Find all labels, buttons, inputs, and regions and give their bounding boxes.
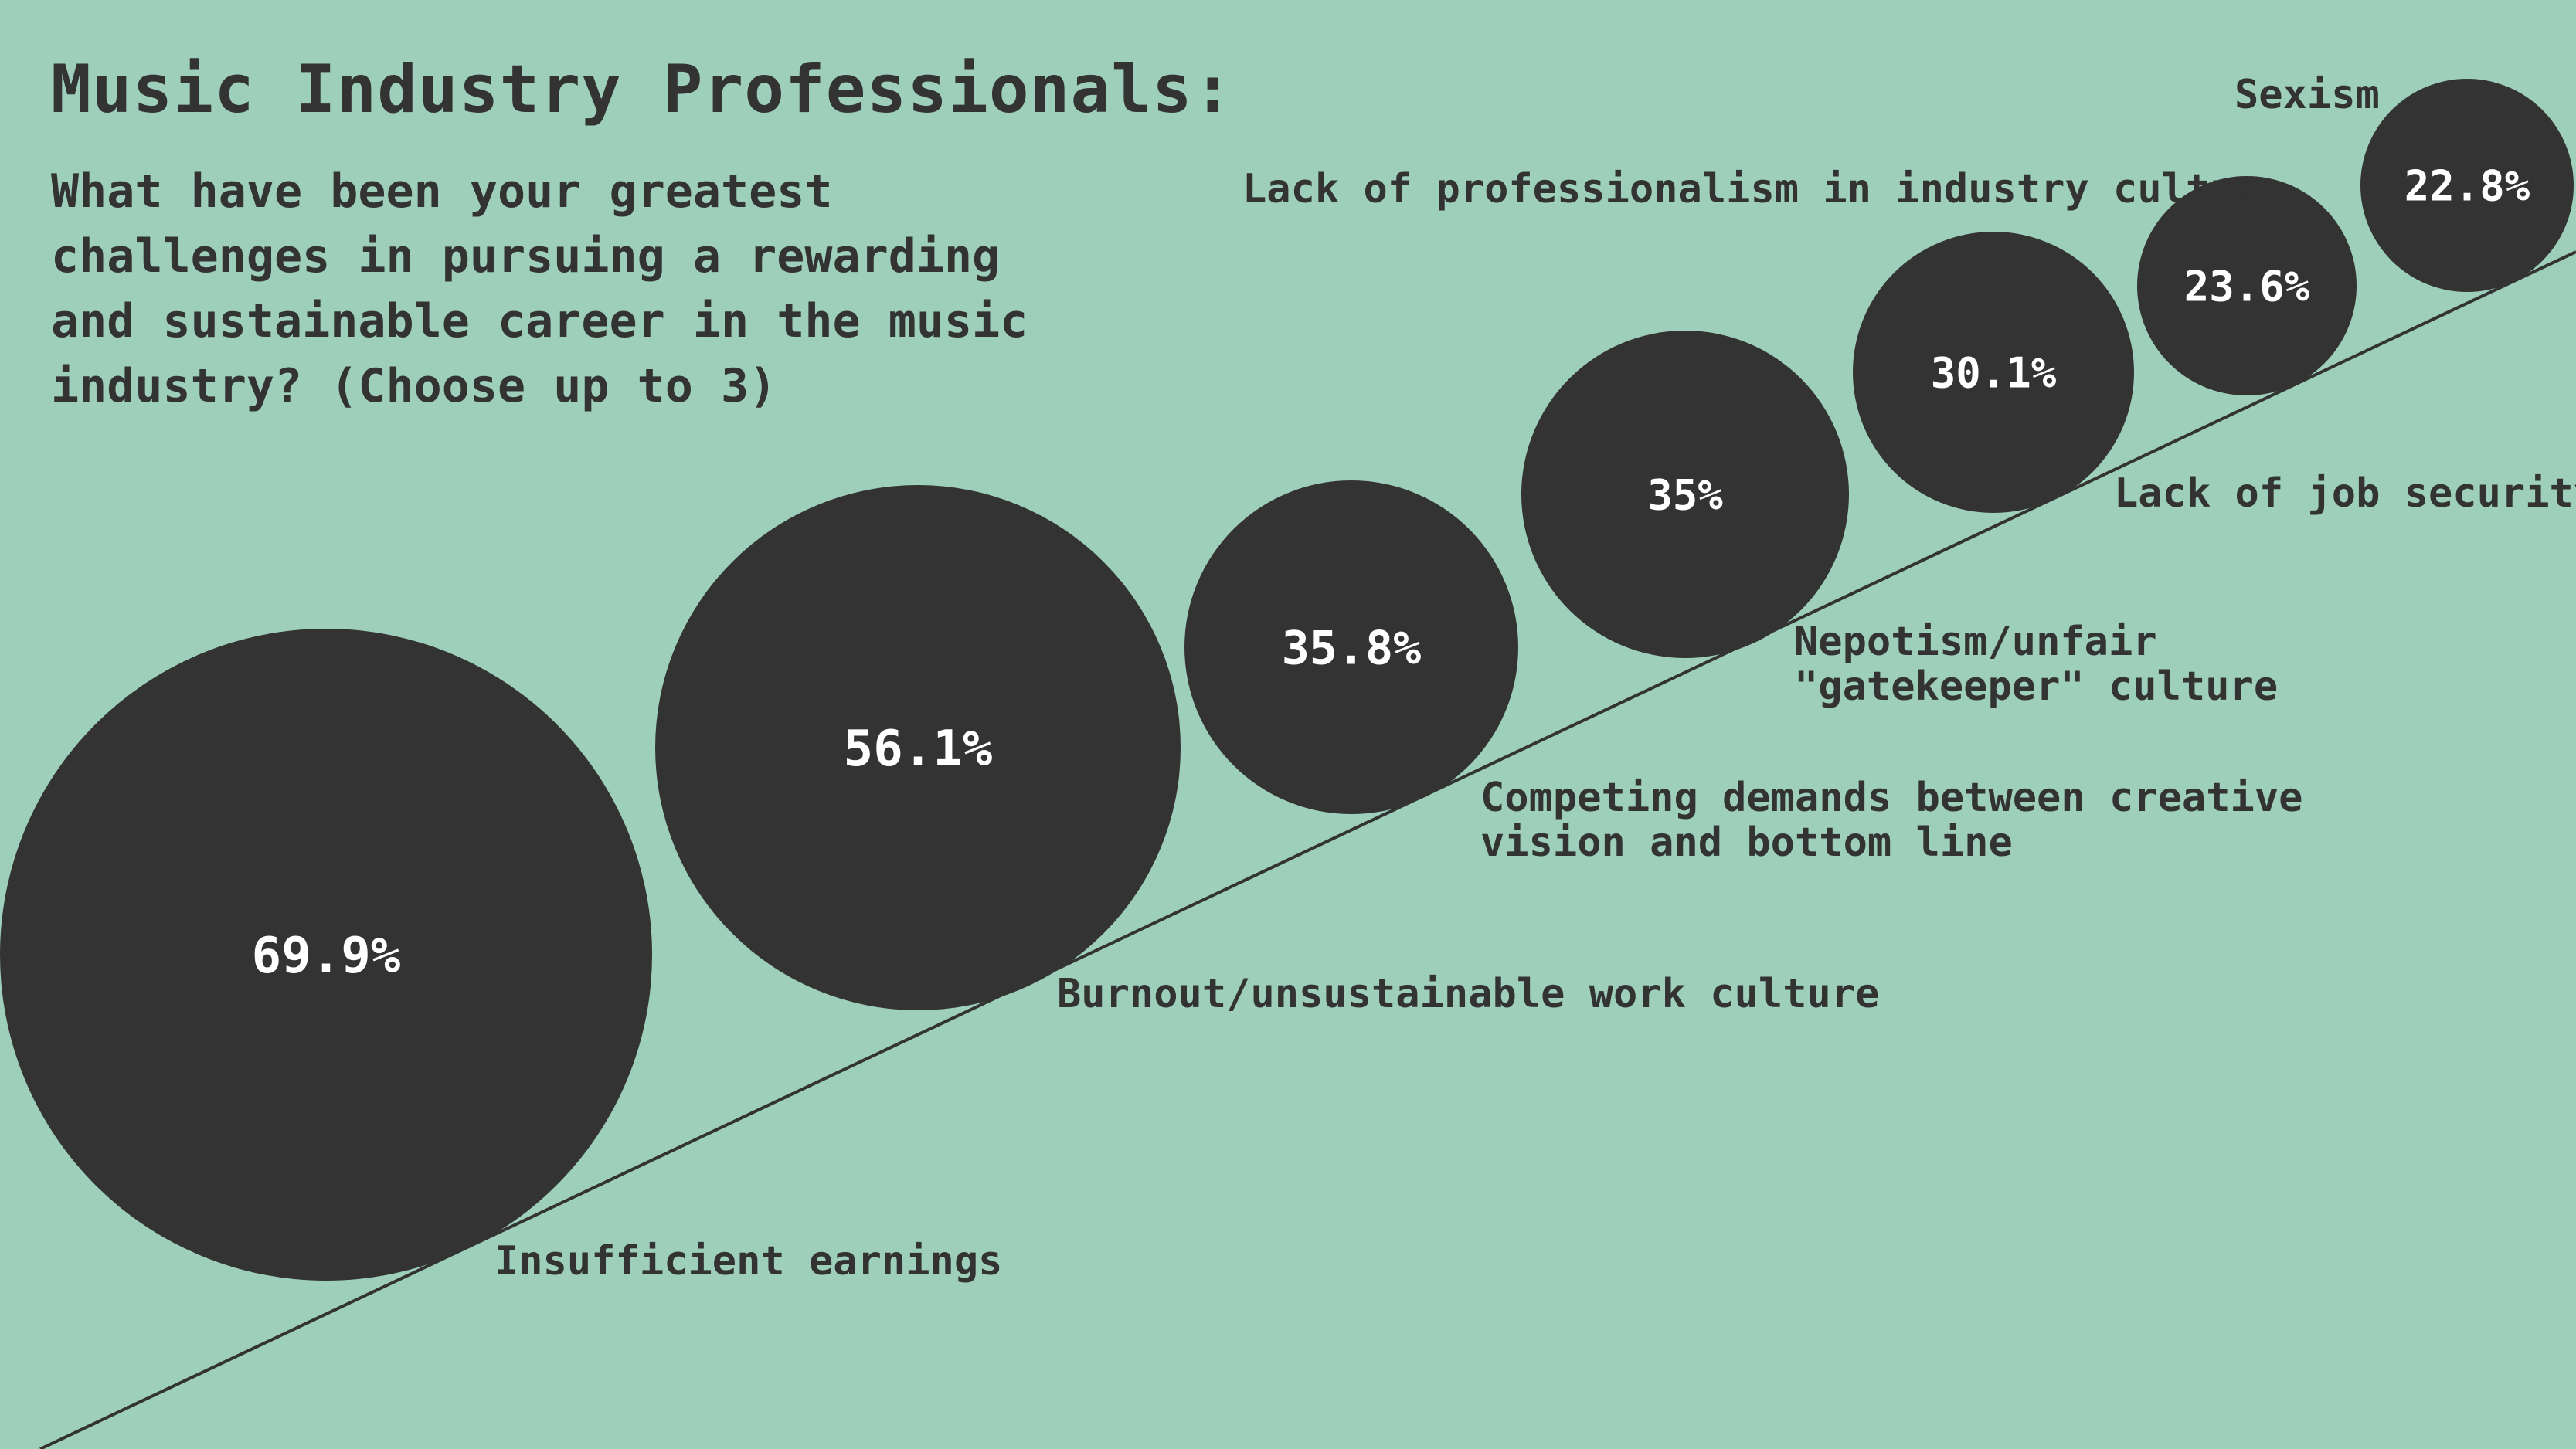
value-label-3: 35.8% xyxy=(1282,622,1422,676)
value-label-5: 30.1% xyxy=(1931,348,2057,397)
category-label-7: Sexism xyxy=(2234,72,2380,118)
value-label-1: 69.9% xyxy=(252,928,401,985)
category-label-4: Nepotism/unfair "gatekeeper" culture xyxy=(1794,619,2278,710)
category-label-1: Insufficient earnings xyxy=(494,1238,1002,1284)
category-label-3: Competing demands between creative vision… xyxy=(1480,775,2302,866)
bubble-6 xyxy=(2137,176,2357,395)
value-label-2: 56.1% xyxy=(844,721,993,778)
value-label-4: 35% xyxy=(1647,470,1723,519)
bubble-2 xyxy=(655,485,1181,1010)
category-label-5: Lack of job security xyxy=(2114,470,2576,517)
bubble-3 xyxy=(1184,480,1518,814)
bubble-7 xyxy=(2360,79,2574,292)
chart-title: Music Industry Professionals: xyxy=(51,51,1234,128)
category-label-2: Burnout/unsustainable work culture xyxy=(1057,971,1879,1017)
bubble-1 xyxy=(0,629,652,1281)
value-label-6: 23.6% xyxy=(2184,262,2310,310)
category-label-6: Lack of professionalism in industry cult… xyxy=(1242,166,2282,212)
value-label-7: 22.8% xyxy=(2404,161,2530,210)
bubble-4 xyxy=(1521,331,1849,658)
bubble-5 xyxy=(1853,232,2134,513)
chart-subtitle: What have been your greatest challenges … xyxy=(51,165,1028,413)
